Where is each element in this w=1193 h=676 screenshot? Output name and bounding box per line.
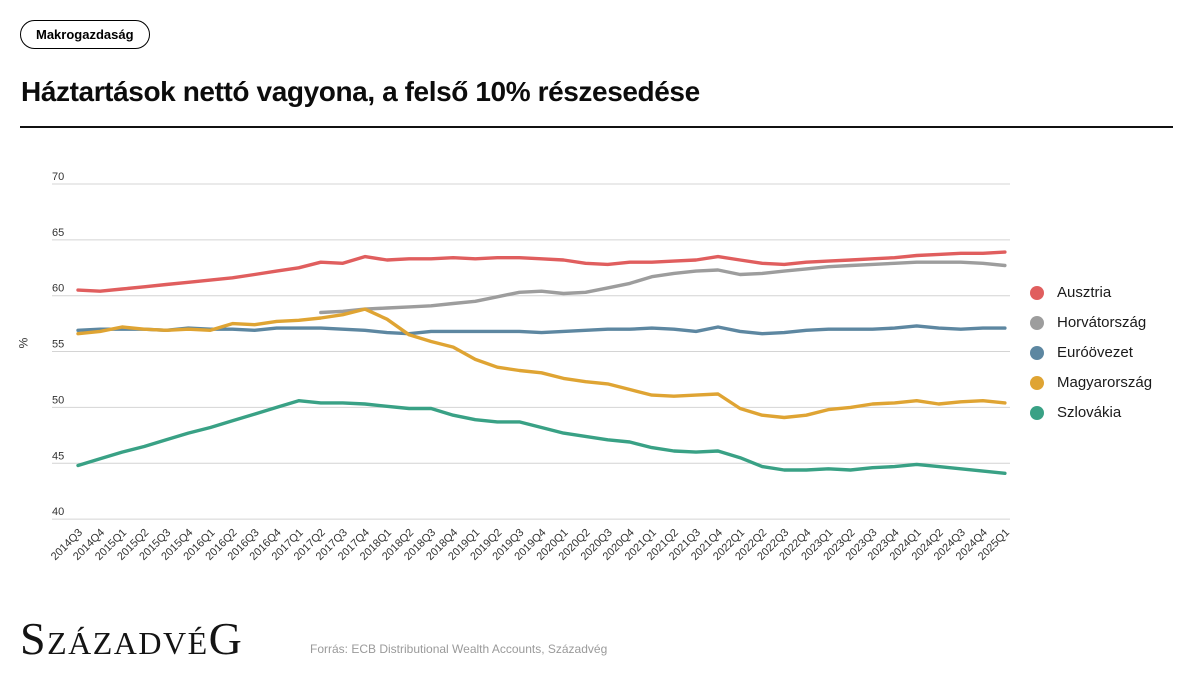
page-title: Háztartások nettó vagyona, a felső 10% r… xyxy=(21,76,700,107)
legend-color-dot xyxy=(1030,375,1044,390)
legend-label: Szlovákia xyxy=(1057,404,1122,421)
logo-letter: G xyxy=(208,613,244,664)
logo-letter: S xyxy=(20,613,48,664)
y-tick-label: 50 xyxy=(52,394,64,406)
chart-legend: Ausztria Horvátország Euróövezet Magyarorsz… xyxy=(1030,284,1152,421)
category-tag[interactable]: Makrogazdaság xyxy=(20,20,150,49)
legend-label: Ausztria xyxy=(1057,284,1112,301)
legend-label: Horvátország xyxy=(1057,314,1147,331)
legend-color-dot xyxy=(1030,405,1044,420)
legend-item-euróövezet: Euróövezet xyxy=(1030,344,1152,361)
series-line-euróövezet xyxy=(76,324,1007,336)
y-tick-label: 65 xyxy=(52,227,64,239)
series-line-ausztria xyxy=(76,250,1007,293)
legend-item-ausztria: Ausztria xyxy=(1030,284,1152,301)
legend-item-szlovákia: Szlovákia xyxy=(1030,404,1152,421)
legend-color-dot xyxy=(1030,315,1044,330)
source-text: Forrás: ECB Distributional Wealth Accoun… xyxy=(310,642,608,656)
y-tick-label: 45 xyxy=(52,450,64,462)
line-chart: 706560555045402014Q32014Q42015Q12015Q220… xyxy=(49,171,1012,563)
legend-item-magyarország: Magyarország xyxy=(1030,374,1152,391)
series-line-horvátország xyxy=(319,260,1007,315)
legend-label: Euróövezet xyxy=(1057,344,1133,361)
legend-color-dot xyxy=(1030,345,1044,360)
y-tick-label: 55 xyxy=(52,339,64,351)
y-tick-label: 70 xyxy=(52,171,64,183)
legend-label: Magyarország xyxy=(1057,374,1153,391)
series-line-magyarország xyxy=(76,307,1007,420)
y-tick-label: 40 xyxy=(52,506,64,518)
title-divider xyxy=(20,126,1173,128)
y-tick-label: 60 xyxy=(52,283,64,295)
logo-letters: ZÁZADVÉ xyxy=(47,625,209,661)
legend-item-horvátország: Horvátország xyxy=(1030,314,1152,331)
szazadveg-logo: SZÁZADVÉG xyxy=(20,612,243,665)
series-line-szlovákia xyxy=(76,398,1007,475)
legend-color-dot xyxy=(1030,285,1044,300)
